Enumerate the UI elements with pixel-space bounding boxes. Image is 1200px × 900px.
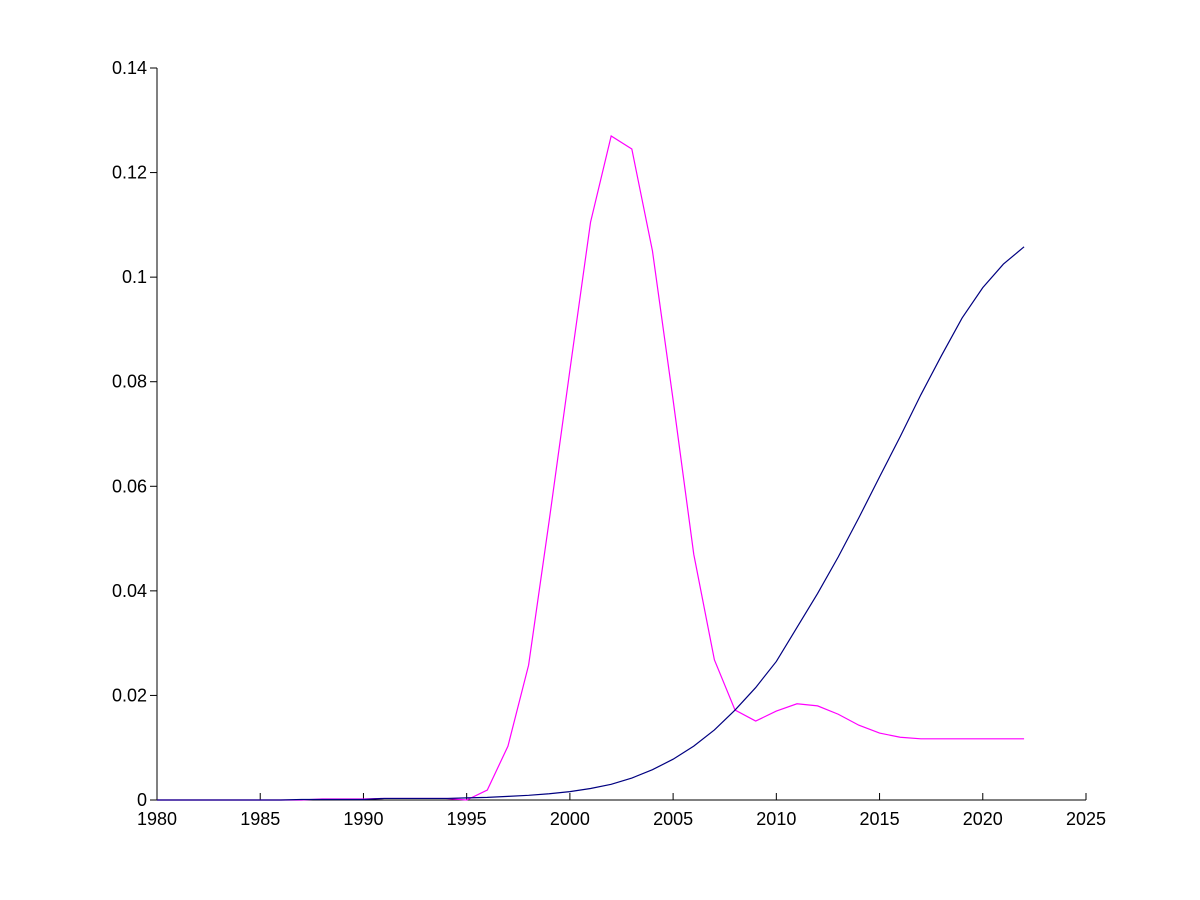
y-tick-label: 0.02 [112,685,147,705]
x-tick-label: 2000 [550,809,590,829]
x-tick-label: 1980 [137,809,177,829]
y-tick-label: 0.12 [112,163,147,183]
x-tick-label: 1985 [240,809,280,829]
series-line [157,246,1025,801]
x-tick-label: 2010 [756,809,796,829]
y-tick-label: 0 [137,790,147,810]
x-tick-label: 2005 [653,809,693,829]
y-tick-label: 0.1 [122,267,147,287]
x-tick-label: 1995 [447,809,487,829]
x-tick-label: 2020 [963,809,1003,829]
y-tick-label: 0.08 [112,372,147,392]
y-tick-label: 0.04 [112,581,147,601]
x-tick-label: 2025 [1066,809,1106,829]
x-tick-label: 2015 [860,809,900,829]
y-tick-label: 0.14 [112,58,147,78]
x-tick-label: 1990 [343,809,383,829]
y-tick-label: 0.06 [112,476,147,496]
